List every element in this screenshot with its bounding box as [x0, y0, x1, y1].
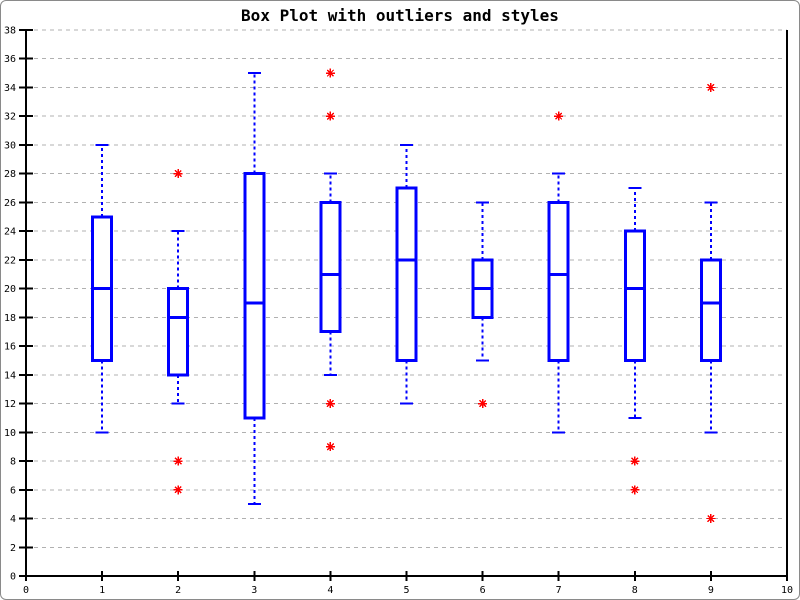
y-tick-label: 20 — [4, 284, 16, 295]
outlier-marker — [326, 399, 335, 408]
x-tick-label: 5 — [403, 585, 409, 596]
x-tick-label: 10 — [781, 585, 793, 596]
x-tick-label: 0 — [23, 585, 29, 596]
x-tick-label: 3 — [251, 585, 257, 596]
x-tick-label: 1 — [99, 585, 105, 596]
x-tick-label: 2 — [175, 585, 181, 596]
outlier-marker — [555, 112, 563, 120]
box-iqr — [699, 258, 722, 362]
y-tick-label: 0 — [10, 572, 16, 583]
outlier-marker — [707, 514, 715, 523]
y-tick-label: 6 — [10, 485, 16, 496]
x-tick-label: 6 — [480, 585, 486, 596]
outlier-marker — [631, 457, 639, 465]
y-tick-label: 8 — [10, 457, 16, 468]
outlier-marker — [478, 399, 487, 408]
outlier-marker — [707, 83, 715, 92]
y-tick-label: 36 — [4, 54, 16, 65]
y-tick-label: 38 — [4, 26, 16, 37]
y-tick-label: 2 — [10, 543, 16, 554]
y-tick-label: 24 — [4, 227, 16, 238]
chart-title: Box Plot with outliers and styles — [241, 6, 559, 25]
x-tick-label: 4 — [327, 585, 333, 596]
y-tick-label: 30 — [4, 140, 16, 151]
y-tick-label: 28 — [4, 169, 16, 180]
box-iqr — [319, 200, 342, 334]
outlier-marker — [326, 442, 335, 451]
y-tick-label: 12 — [4, 399, 16, 410]
outlier-marker — [326, 69, 335, 77]
y-tick-label: 18 — [4, 313, 16, 324]
x-tick-label: 7 — [556, 585, 562, 596]
box-iqr — [243, 172, 266, 420]
outlier-marker — [174, 169, 182, 178]
y-tick-label: 26 — [4, 198, 16, 209]
box-iqr — [623, 229, 646, 362]
box-iqr — [547, 200, 570, 362]
outlier-marker — [174, 486, 182, 494]
y-tick-label: 14 — [4, 370, 16, 381]
y-tick-label: 10 — [4, 428, 16, 439]
y-tick-label: 34 — [4, 83, 16, 94]
box-iqr — [395, 186, 418, 362]
outlier-marker — [326, 112, 335, 120]
y-tick-label: 16 — [4, 342, 16, 353]
y-tick-label: 22 — [4, 255, 16, 266]
x-tick-label: 8 — [632, 585, 638, 596]
outlier-marker — [174, 457, 182, 465]
y-tick-label: 4 — [10, 514, 16, 525]
box-iqr — [167, 287, 190, 377]
x-tick-label: 9 — [708, 585, 714, 596]
outlier-marker — [631, 486, 639, 494]
y-tick-label: 32 — [4, 112, 16, 123]
